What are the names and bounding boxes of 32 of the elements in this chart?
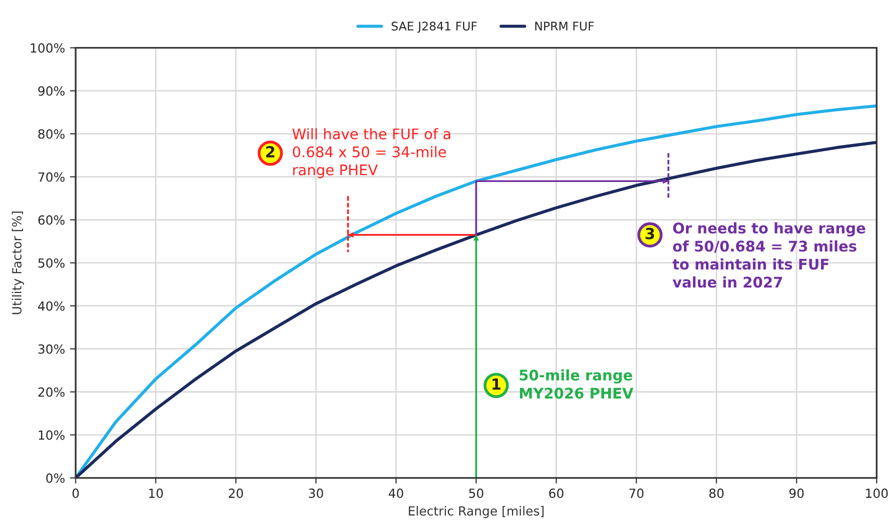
y-tick-label: 10% [38,430,65,440]
x-tick-label: 50 [469,488,484,498]
y-tick-label: 100% [30,43,65,53]
annotation: Or needs to have range of 50/0.684 = 73 miles to maintain its FUF value in 2027 [672,222,866,288]
x-tick-label: 90 [789,488,804,498]
legend-label: NPRM FUF [535,22,594,31]
x-axis-title: Electric Range [miles] [408,506,544,518]
x-tick-label: 10 [149,488,163,498]
annotation: 50-mile range MY2026 PHEV [520,369,634,399]
y-tick-label: 90% [38,86,65,96]
y-tick-label: 50% [38,258,65,268]
y-axis-title: Utility Factor [%] [12,212,24,314]
y-tick-label: 70% [38,172,65,182]
annotation: Will have the FUF of a 0.684 x 50 = 34-mile range PHEV [292,128,450,178]
y-tick-label: 60% [38,215,65,225]
x-tick-label: 40 [388,488,404,498]
annotation: 1 [492,378,500,390]
x-tick-label: 80 [709,488,724,498]
x-tick-label: 100 [866,488,888,498]
x-tick-label: 70 [629,488,644,498]
y-tick-label: 20% [38,387,65,397]
y-tick-label: 80% [38,129,65,139]
legend-label: SAE J2841 FUF [392,22,477,33]
x-tick-label: 20 [228,488,243,498]
x-tick-label: 30 [308,488,324,498]
y-tick-label: 40% [38,301,65,311]
x-tick-label: 60 [549,488,564,498]
y-tick-label: 30% [38,344,65,354]
annotation: 2 [266,146,274,158]
x-tick-label: 0 [72,488,79,498]
annotation: 3 [646,228,654,240]
y-tick-label: 0% [46,473,65,483]
